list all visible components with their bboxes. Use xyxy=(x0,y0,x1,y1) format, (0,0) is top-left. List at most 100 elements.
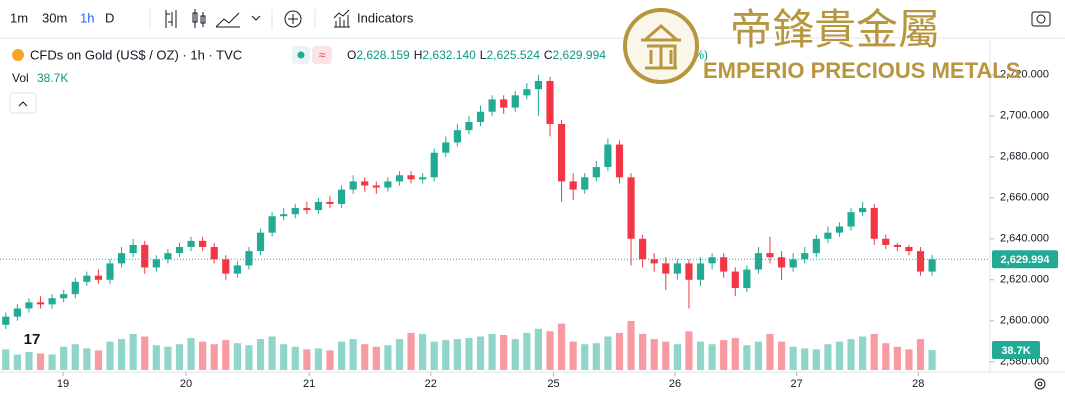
volume-bar xyxy=(870,333,878,370)
candle-body xyxy=(882,238,890,245)
volume-bar xyxy=(604,336,612,370)
volume-bar xyxy=(222,340,230,370)
volume-bar xyxy=(905,349,913,370)
candle-body xyxy=(384,181,392,188)
candle-body xyxy=(245,251,253,266)
candle-body xyxy=(83,275,91,282)
add-button[interactable] xyxy=(284,10,302,28)
volume-bar xyxy=(534,328,543,370)
candle-body xyxy=(488,99,496,112)
volume-bar xyxy=(430,341,438,370)
volume-bar xyxy=(476,336,485,370)
volume-bar xyxy=(766,333,774,370)
y-tick-label: 2,680.000 xyxy=(1000,151,1049,163)
candle-body xyxy=(453,130,461,143)
volume-key: Vol xyxy=(12,71,29,85)
volume-bar xyxy=(696,341,705,370)
candle-body xyxy=(870,208,878,239)
volume-bar xyxy=(708,344,716,370)
volume-bar xyxy=(673,344,681,370)
candle-body xyxy=(928,259,936,272)
volume-bar xyxy=(615,332,624,370)
ohlc-legend: O2,628.159 H2,632.140 L2,625.524 C2,629.994 xyxy=(347,48,606,62)
volume-bar xyxy=(916,339,925,370)
interval-button[interactable]: 1h xyxy=(80,10,94,25)
y-tick-label: 2,700.000 xyxy=(1000,110,1049,122)
candle-body xyxy=(743,269,751,288)
interval-button[interactable]: 30m xyxy=(42,10,67,25)
volume-bar xyxy=(303,349,311,370)
candle-body xyxy=(812,238,820,254)
collapse-button[interactable] xyxy=(9,92,37,114)
volume-bar xyxy=(280,344,288,370)
snapshot-button[interactable] xyxy=(1031,11,1051,27)
symbol-name[interactable]: CFDs on Gold (US$ / OZ) · 1h · TVC xyxy=(30,47,242,62)
candle-body xyxy=(534,80,543,90)
candle-body xyxy=(36,302,45,305)
volume-bar xyxy=(13,354,21,370)
volume-bar xyxy=(835,341,844,370)
volume-bar xyxy=(268,336,276,370)
candle-body xyxy=(511,95,519,108)
candle-body xyxy=(801,253,809,260)
volume-bar xyxy=(199,341,207,370)
candle-body xyxy=(314,201,323,211)
volume-bar xyxy=(847,339,855,370)
x-tick-label: 19 xyxy=(57,378,69,390)
ohlc-value: 2,632.140 xyxy=(422,48,476,62)
volume-bar xyxy=(453,339,461,370)
volume-bar xyxy=(662,341,670,370)
chart-type-icons[interactable] xyxy=(165,9,261,28)
candle-body xyxy=(720,257,728,272)
candle-body xyxy=(25,302,33,309)
interval-button[interactable]: D xyxy=(105,10,114,25)
candle-body xyxy=(569,181,577,190)
candle-body xyxy=(280,214,288,217)
settings-button[interactable] xyxy=(1034,378,1046,390)
indicators-icon[interactable] xyxy=(333,9,350,28)
candle-body xyxy=(789,259,797,268)
candle-body xyxy=(326,201,334,204)
volume-bar xyxy=(36,353,45,370)
volume-bar xyxy=(419,333,427,370)
sell-icon: ≈ xyxy=(319,48,326,62)
ohlc-key: H xyxy=(414,48,423,62)
candle-body xyxy=(604,144,612,168)
volume-bar xyxy=(581,344,589,370)
volume-bar xyxy=(824,344,832,370)
volume-bar xyxy=(291,346,299,370)
volume-bar xyxy=(372,346,380,370)
volume-bar xyxy=(650,339,658,370)
volume-bar xyxy=(488,333,496,370)
ohlc-value: 2,629.994 xyxy=(553,48,607,62)
volume-bar xyxy=(801,348,809,370)
volume-bar xyxy=(928,350,936,370)
candle-body xyxy=(442,142,450,153)
volume-bar xyxy=(893,346,901,370)
interval-button[interactable]: 1m xyxy=(10,10,28,25)
sell-button[interactable] xyxy=(312,46,332,64)
candle-body xyxy=(835,226,844,233)
volume-bar xyxy=(720,340,728,370)
volume-bar xyxy=(245,345,253,370)
candle-body xyxy=(465,121,473,131)
candle-body xyxy=(48,298,56,305)
candle-body xyxy=(94,275,103,280)
candle-body xyxy=(859,208,867,213)
y-tick-label: 2,620.000 xyxy=(1000,274,1049,286)
candle-body xyxy=(766,253,774,258)
candle-body xyxy=(662,263,670,274)
candle-body xyxy=(199,240,207,247)
candle-body xyxy=(673,263,681,274)
candle-body xyxy=(303,208,311,211)
volume-bar xyxy=(2,349,10,370)
volume-bar xyxy=(546,331,554,370)
volume-bar xyxy=(152,345,160,370)
candle-body xyxy=(337,189,346,204)
candle-body xyxy=(291,208,299,215)
volume-bar xyxy=(210,344,218,370)
candle-body xyxy=(824,232,832,239)
y-tick-label: 2,720.000 xyxy=(1000,69,1049,81)
indicators-button[interactable]: Indicators xyxy=(357,10,414,25)
